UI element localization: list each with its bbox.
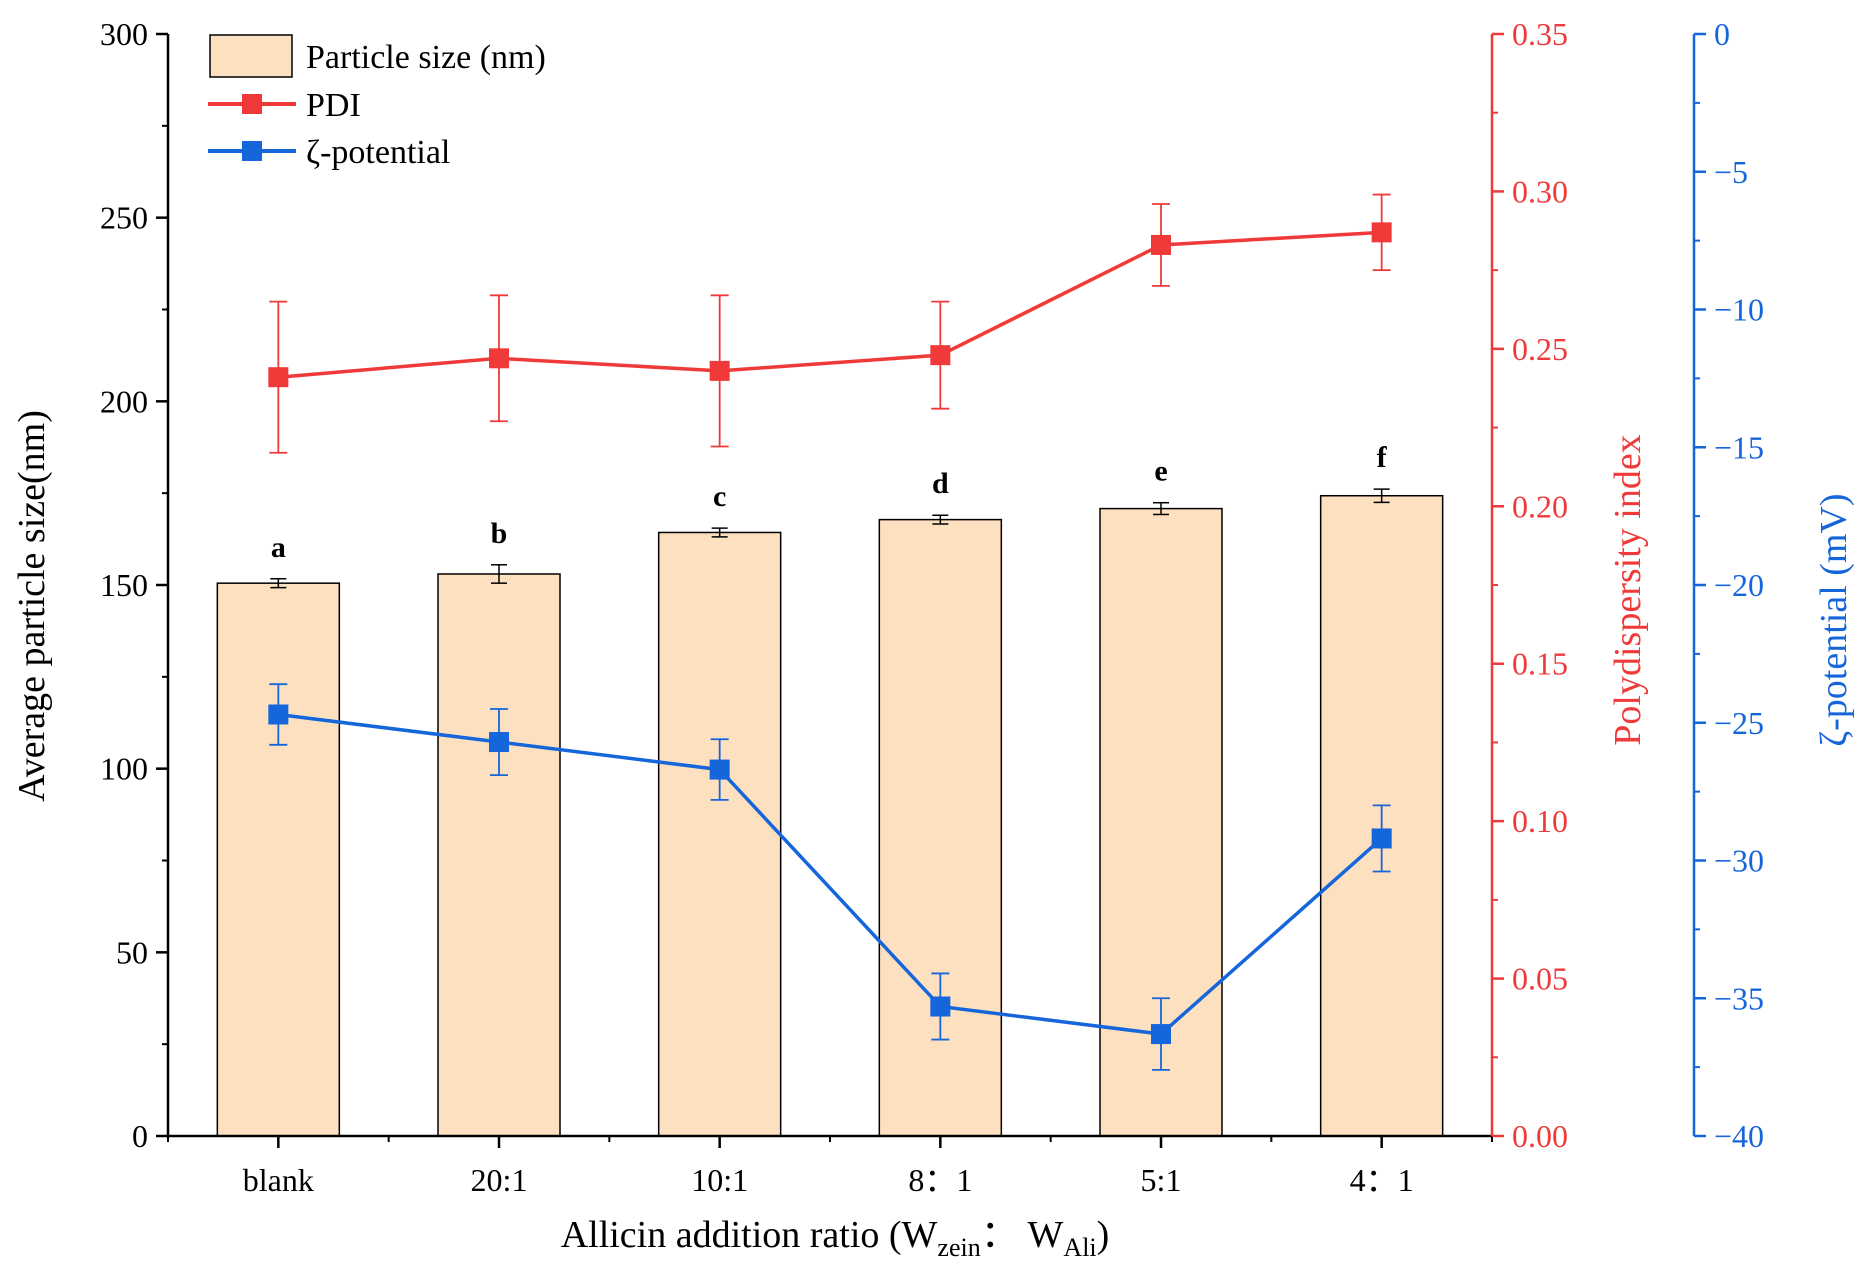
y-right1-tick-label-6: 0.30 [1512,173,1568,209]
y-right2-tick-label-0: −40 [1714,1118,1764,1154]
bar-1 [437,573,561,1137]
y-right1-tick-label-2: 0.10 [1512,803,1568,839]
y-right2-tick-label-6: −10 [1714,292,1764,328]
pdi-point-1 [489,348,509,369]
x-tick-label-4: 5:1 [1141,1162,1182,1198]
x-tick-label-2: 10:1 [691,1162,748,1198]
pdi-point-2 [709,360,730,381]
legend-label-particle-size: Particle size (nm) [306,39,546,76]
lines-layer [268,193,1392,1071]
zeta-line [278,712,1383,1036]
x-axis-title-sub-zein: zein [937,1233,980,1262]
y-right2-tick-label-2: −30 [1714,843,1764,879]
y-left-tick-label-5: 250 [100,200,148,236]
x-tick-label-1: 20:1 [471,1162,528,1198]
x-axis-title: Allicin addition ratio (Wzein： WAli) [561,1214,1110,1262]
y-right1-tick-label-7: 0.35 [1512,16,1568,52]
x-tick-label-0: blank [243,1162,314,1198]
zeta-point-0 [268,704,289,725]
pdi-point-4 [1151,234,1171,255]
y-left-tick-label-2: 100 [100,751,148,787]
y-right1-tick-label-3: 0.15 [1512,646,1568,682]
x-axis-title-separator: ： W [981,1214,1064,1256]
zeta-point-2 [709,759,730,780]
significance-letter-4: e [1154,455,1167,488]
y-right2-tick-label-1: −35 [1714,980,1764,1016]
x-axis-title-main: Allicin addition ratio (W [561,1214,938,1256]
zeta-point-3 [930,996,951,1017]
y-left-tick-label-0: 0 [132,1118,148,1154]
significance-letter-3: d [932,467,949,500]
y-right2-tick-label-3: −25 [1714,705,1764,741]
y-right1-tick-label-1: 0.05 [1512,961,1568,997]
zeta-point-4 [1151,1024,1171,1045]
legend-zeta-marker [242,141,262,161]
significance-letter-1: b [491,517,508,550]
legend-label-zeta: ζ-potential [306,134,450,171]
y-right1-tick-label-4: 0.20 [1512,488,1568,524]
significance-letter-0: a [271,531,286,564]
zeta-point-1 [489,732,509,753]
legend-pdi-marker [242,94,262,114]
legend: Particle size (nm) PDI ζ-potential [208,34,546,171]
bar-2 [657,531,782,1137]
bar-0 [216,582,341,1137]
y-left-tick-label-1: 50 [116,934,148,970]
pdi-point-5 [1371,222,1392,243]
zeta-point-5 [1371,828,1392,849]
y-left-tick-label-6: 300 [100,16,148,52]
axes-layer: 0 50 100 150 200 250 300 blank 20:1 10:1 8：1 5:1 4：1… [100,16,1764,1198]
x-axis-title-sub-ali: Ali [1063,1233,1096,1262]
legend-label-pdi: PDI [306,87,361,124]
y-right2-tick-label-4: −20 [1714,567,1764,603]
y-right2-tick-label-8: 0 [1714,16,1730,52]
x-tick-label-5: 4：1 [1350,1162,1414,1198]
bar-3 [878,518,1003,1137]
y-left-tick-label-4: 200 [100,383,148,419]
y-right2-tick-label-7: −5 [1714,154,1748,190]
x-axis-title-end: ) [1097,1214,1110,1256]
y-left-tick-label-3: 150 [100,567,148,603]
y-axis-left-title: Average particle size(nm) [11,410,53,802]
y-right1-tick-label-5: 0.25 [1512,331,1568,367]
x-tick-label-3: 8：1 [908,1162,972,1198]
y-right2-tick-label-5: −15 [1714,429,1764,465]
bars-layer: a b c d e f [216,441,1444,1137]
pdi-point-0 [268,367,289,388]
pdi-point-3 [930,345,951,366]
legend-bar-swatch [209,34,293,78]
y-axis-right1-title: Polydispersity index [1607,434,1649,745]
y-axis-right2-title: ζ-potential (mV) [1813,493,1855,746]
y-right1-tick-label-0: 0.00 [1512,1118,1568,1154]
pdi-line [278,230,1382,379]
significance-letter-5: f [1377,441,1388,474]
significance-letter-2: c [713,480,726,513]
